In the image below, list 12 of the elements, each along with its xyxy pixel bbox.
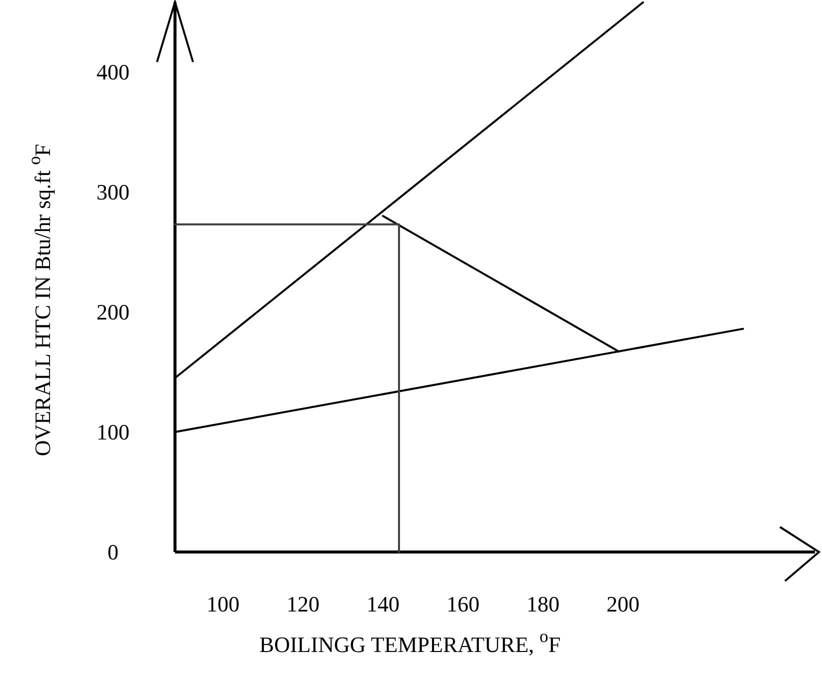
y-tick-label: 200 <box>96 300 130 324</box>
x-axis-title: BOILINGG TEMPERATURE, $^{o}$F <box>259 626 561 657</box>
y-tick-label: 0 <box>108 540 118 564</box>
x-tick-label: 100 <box>206 592 240 616</box>
x-tick-label: 120 <box>286 592 320 616</box>
x-tick-label: 200 <box>606 592 640 616</box>
x-tick-label: 180 <box>526 592 560 616</box>
x-tick-label: 160 <box>446 592 480 616</box>
y-tick-label: 100 <box>96 420 130 444</box>
x-tick-label: 140 <box>366 592 400 616</box>
y-tick-label: 300 <box>96 180 130 204</box>
y-tick-label: 400 <box>96 60 130 84</box>
